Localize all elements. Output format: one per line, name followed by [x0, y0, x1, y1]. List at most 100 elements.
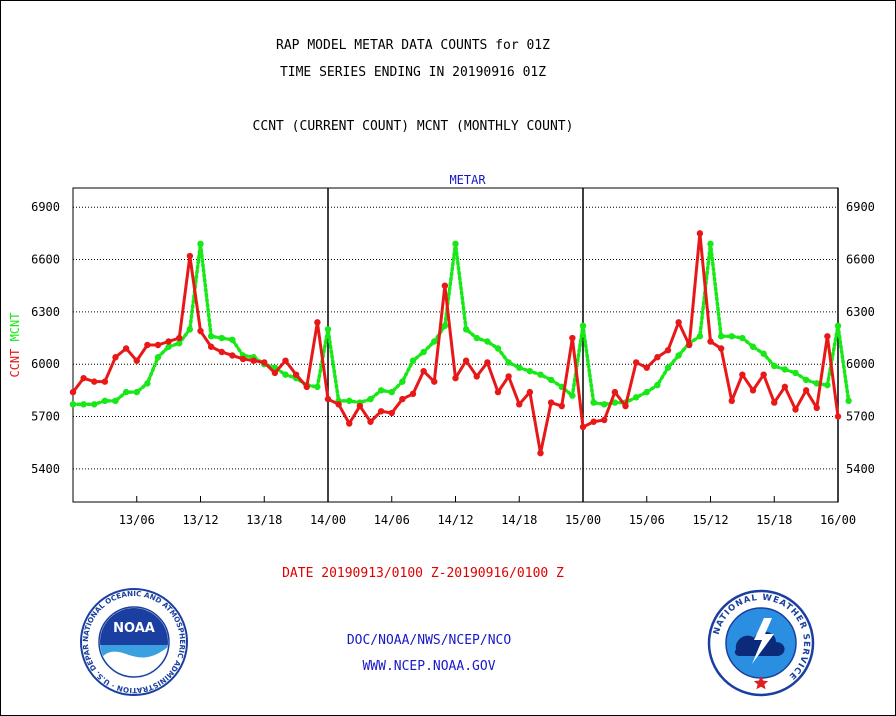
point-ccnt [611, 388, 619, 396]
plot-title: METAR [449, 173, 486, 187]
x-tick-label: 13/12 [182, 513, 218, 527]
noaa-text: NOAA [113, 621, 155, 636]
point-mcnt [494, 345, 502, 352]
point-mcnt [824, 381, 831, 389]
point-mcnt [579, 322, 587, 330]
point-ccnt [792, 406, 799, 413]
x-tick-label: 13/06 [119, 513, 155, 527]
y-tick-label-right: 6600 [846, 253, 875, 267]
point-ccnt [622, 402, 629, 410]
y-axis-label-ccnt: CCNT [8, 341, 22, 377]
point-mcnt [473, 334, 480, 342]
point-ccnt [346, 420, 353, 427]
point-mcnt [80, 401, 87, 408]
point-mcnt [771, 362, 778, 370]
y-axis-label-mcnt: MCNT [8, 312, 22, 341]
point-mcnt [590, 399, 597, 406]
point-mcnt [664, 364, 672, 371]
point-ccnt [367, 418, 374, 425]
point-ccnt [526, 388, 534, 396]
y-tick-label-left: 6600 [31, 253, 60, 267]
point-ccnt [813, 404, 820, 411]
website-link[interactable]: WWW.NCEP.NOAA.GOV [362, 659, 496, 674]
point-ccnt [91, 378, 98, 385]
point-ccnt [441, 282, 449, 289]
y-tick-label-left: 6000 [31, 357, 60, 371]
point-ccnt [452, 374, 459, 382]
point-mcnt [133, 388, 140, 396]
point-mcnt [611, 399, 619, 406]
point-mcnt [632, 394, 640, 401]
point-ccnt [494, 388, 502, 396]
point-mcnt [229, 336, 236, 343]
x-tick-label: 13/18 [246, 513, 282, 527]
point-mcnt [144, 380, 151, 387]
y-tick-label-right: 6000 [846, 357, 875, 371]
point-ccnt [144, 341, 151, 349]
point-mcnt [154, 354, 162, 361]
series-line-mcnt [71, 242, 851, 407]
point-ccnt [388, 409, 395, 417]
point-ccnt [834, 413, 842, 420]
point-ccnt [717, 345, 725, 352]
org-credit: DOC/NOAA/NWS/NCEP/NCO [346, 633, 512, 648]
point-mcnt [813, 380, 820, 387]
point-ccnt [781, 383, 789, 391]
point-ccnt [590, 418, 597, 425]
point-ccnt [314, 319, 321, 326]
point-ccnt [707, 338, 714, 345]
point-ccnt [420, 367, 427, 375]
point-mcnt [717, 333, 725, 340]
point-ccnt [282, 357, 289, 364]
point-ccnt [473, 373, 480, 380]
x-tick-label: 15/06 [629, 513, 665, 527]
point-ccnt [601, 416, 608, 424]
point-mcnt [165, 343, 172, 350]
point-mcnt [314, 383, 321, 391]
point-ccnt [632, 359, 640, 366]
point-ccnt [484, 359, 491, 366]
point-ccnt [69, 388, 77, 396]
point-mcnt [547, 376, 555, 384]
point-mcnt [186, 326, 194, 333]
point-mcnt [781, 366, 789, 373]
point-mcnt [282, 371, 289, 378]
x-tick-label: 14/18 [501, 513, 537, 527]
point-mcnt [760, 350, 767, 357]
point-ccnt [431, 378, 438, 385]
point-mcnt [452, 240, 459, 248]
point-ccnt [558, 402, 565, 410]
x-tick-label: 14/12 [437, 513, 473, 527]
point-ccnt [579, 423, 587, 431]
point-mcnt [420, 348, 427, 356]
y-tick-label-left: 5700 [31, 410, 60, 424]
y-tick-label-right: 5700 [846, 410, 875, 424]
point-ccnt [112, 354, 119, 361]
point-mcnt [399, 378, 406, 385]
point-ccnt [399, 395, 406, 403]
point-mcnt [441, 322, 449, 330]
point-ccnt [218, 348, 225, 356]
x-tick-label: 15/00 [565, 513, 601, 527]
point-ccnt [207, 343, 215, 350]
point-mcnt [324, 326, 332, 333]
nws-logo: NATIONAL WEATHER SERVICE [707, 589, 815, 697]
series-description: CCNT (CURRENT COUNT) MCNT (MONTHLY COUNT… [252, 119, 574, 134]
point-ccnt [664, 347, 672, 354]
point-mcnt [101, 397, 109, 405]
point-mcnt [69, 401, 77, 408]
y-tick-label-left: 6900 [31, 200, 60, 214]
point-ccnt [569, 334, 576, 342]
point-mcnt [739, 334, 746, 342]
point-mcnt [792, 369, 799, 377]
point-mcnt [675, 352, 682, 359]
point-ccnt [154, 341, 162, 349]
point-ccnt [324, 395, 332, 403]
y-tick-label-left: 6300 [31, 305, 60, 319]
point-mcnt [484, 338, 491, 345]
y-tick-label-right: 6900 [846, 200, 875, 214]
point-mcnt [462, 326, 470, 333]
point-ccnt [547, 399, 555, 406]
y-axis-label: CCNT MCNT [8, 312, 22, 377]
point-ccnt [229, 352, 236, 359]
